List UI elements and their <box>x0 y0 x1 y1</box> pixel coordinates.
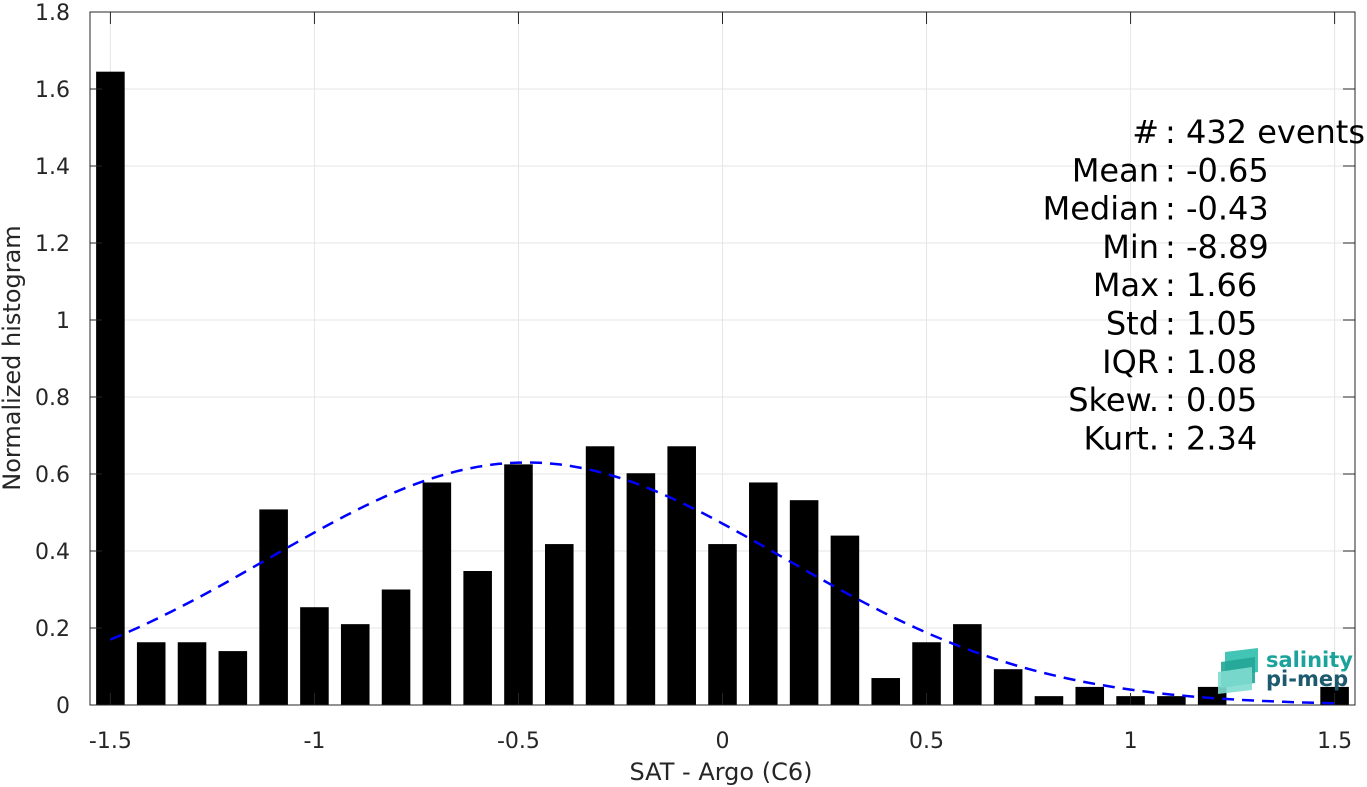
histogram-bar <box>259 509 288 705</box>
histogram-bar <box>1157 696 1186 705</box>
histogram-bar <box>667 446 696 705</box>
histogram-bar <box>544 544 574 705</box>
histogram-bar <box>422 482 452 705</box>
histogram-bar <box>218 651 248 705</box>
y-tick-label: 1.8 <box>35 1 70 26</box>
histogram-bar <box>136 642 166 705</box>
histogram-bar <box>789 500 819 705</box>
histogram-bar <box>708 544 737 705</box>
histogram-bar <box>463 571 492 705</box>
y-tick-label: 0 <box>56 694 70 719</box>
stat-label: Std <box>1106 305 1159 343</box>
stat-value: : -8.89 <box>1165 228 1269 266</box>
x-tick-label: 0 <box>716 729 730 754</box>
y-tick-label: 0.2 <box>35 617 70 642</box>
logo-line-pi-mep: pi-mep <box>1266 667 1348 691</box>
x-tick-label: -1.5 <box>89 729 132 754</box>
histogram-bar <box>504 464 533 705</box>
histogram-bar <box>830 535 860 705</box>
y-tick-label: 1 <box>56 309 70 334</box>
y-tick-label: 1.4 <box>35 155 70 180</box>
x-tick-label: -0.5 <box>497 729 540 754</box>
logo-line-salinity: salinity <box>1266 648 1353 672</box>
histogram-bar <box>96 71 125 706</box>
x-tick-label: 1.5 <box>1317 729 1352 754</box>
x-tick-label: -1 <box>303 729 325 754</box>
x-tick-label: 1 <box>1124 729 1138 754</box>
wave-logo-mark <box>1218 648 1258 694</box>
y-axis-label: Normalized histogram <box>0 225 26 490</box>
histogram-bar <box>177 642 207 705</box>
stat-label: Kurt. <box>1083 419 1159 457</box>
stat-label: IQR <box>1102 343 1159 381</box>
stat-value: : -0.65 <box>1165 151 1269 189</box>
x-tick-label: 0.5 <box>909 729 944 754</box>
x-axis-label: SAT - Argo (C6) <box>630 758 813 786</box>
stat-label: # <box>1132 113 1159 151</box>
histogram-bar <box>1075 686 1105 705</box>
stat-label: Min <box>1102 228 1159 266</box>
y-axis-ticks: 0 0.2 0.4 0.6 0.8 1 1.2 1.4 1.6 1.8 <box>35 1 1355 719</box>
stat-value: : 2.34 <box>1165 419 1257 457</box>
stat-value: : -0.43 <box>1165 190 1269 228</box>
histogram-bar <box>626 473 656 705</box>
stat-label: Median <box>1043 190 1159 228</box>
stat-value: : 1.05 <box>1165 305 1257 343</box>
y-tick-label: 1.6 <box>35 78 70 103</box>
histogram-bar <box>993 669 1023 705</box>
stat-value: : 432 events <box>1165 113 1365 151</box>
salinity-pi-mep-logo: salinity pi-mep <box>1218 648 1353 694</box>
stat-label: Skew. <box>1068 381 1159 419</box>
x-axis-ticks: -1.5 -1 -0.5 0 0.5 1 1.5 <box>89 12 1352 754</box>
stat-value: : 1.08 <box>1165 343 1257 381</box>
histogram-bars <box>96 71 1349 706</box>
histogram-bar <box>381 589 411 705</box>
stat-value: : 0.05 <box>1165 381 1257 419</box>
histogram-bar <box>340 624 370 705</box>
y-tick-label: 1.2 <box>35 232 70 257</box>
y-tick-label: 0.4 <box>35 540 70 565</box>
histogram-bar <box>871 678 901 705</box>
histogram-bar <box>953 624 982 705</box>
histogram-bar <box>1034 696 1064 705</box>
y-tick-label: 0.6 <box>35 463 70 488</box>
y-tick-label: 0.8 <box>35 386 70 411</box>
histogram-bar <box>300 607 329 705</box>
gaussian-fit-curve <box>109 461 1335 705</box>
stat-label: Mean <box>1072 151 1159 189</box>
stat-value: : 1.66 <box>1165 266 1257 304</box>
histogram-bar <box>749 482 778 705</box>
histogram-bar <box>585 446 615 705</box>
stat-label: Max <box>1093 266 1159 304</box>
